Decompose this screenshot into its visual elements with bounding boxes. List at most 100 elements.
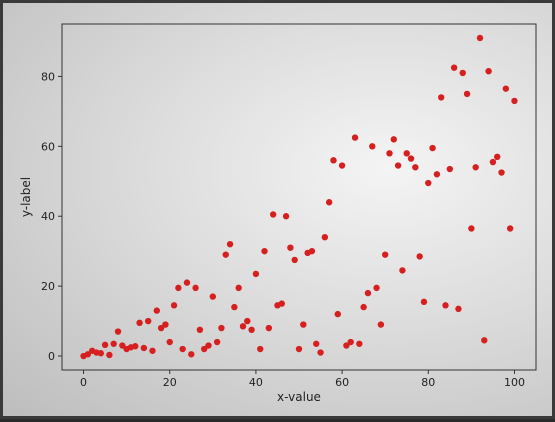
data-point (97, 350, 104, 357)
data-point (373, 284, 380, 292)
x-axis-label: x-value (277, 390, 321, 404)
data-point (183, 279, 191, 286)
data-point (153, 307, 160, 314)
data-point (494, 153, 501, 161)
data-point (347, 338, 354, 346)
data-point (442, 302, 449, 309)
data-point (416, 253, 423, 260)
data-point (511, 97, 518, 105)
data-point (132, 343, 139, 350)
y-tick-label: 60 (41, 140, 55, 153)
data-point (170, 302, 178, 309)
y-tick-label: 0 (48, 350, 55, 363)
data-point (356, 340, 363, 347)
data-point (114, 328, 122, 335)
data-point (390, 136, 397, 143)
data-point (196, 326, 204, 334)
data-point (412, 164, 419, 171)
x-tick-label: 20 (163, 376, 177, 389)
data-point (84, 351, 92, 358)
data-point (317, 349, 324, 356)
axis-ticks: 0 20 40 60 80 100 0 20 40 60 80 (41, 70, 525, 389)
data-point (282, 213, 290, 220)
data-point (485, 67, 492, 75)
data-point (179, 345, 186, 353)
data-point (481, 337, 488, 344)
data-point (313, 340, 320, 347)
data-point (244, 317, 251, 325)
data-point (476, 34, 484, 42)
data-point (308, 247, 316, 255)
data-point (425, 179, 432, 187)
data-point (106, 351, 113, 359)
data-point (386, 150, 393, 157)
data-point (291, 256, 298, 264)
y-tick-label: 20 (41, 280, 55, 293)
data-point (420, 298, 428, 306)
data-point (506, 225, 514, 232)
data-point (157, 324, 165, 332)
data-point (188, 351, 195, 358)
data-point (321, 233, 329, 241)
data-point (231, 303, 238, 311)
x-tick-label: 0 (80, 376, 87, 389)
data-point (381, 251, 389, 258)
data-point (248, 326, 255, 334)
data-point (438, 94, 445, 101)
data-point (364, 289, 372, 297)
data-point (166, 338, 173, 346)
data-point (218, 324, 225, 332)
data-point (502, 85, 510, 92)
data-point (101, 341, 109, 349)
data-point (209, 293, 217, 300)
data-point (269, 211, 277, 218)
data-point (351, 134, 359, 141)
data-point (468, 225, 475, 232)
x-tick-label: 40 (249, 376, 263, 389)
y-tick-label: 80 (41, 70, 55, 83)
data-point (110, 340, 117, 347)
data-point (429, 144, 436, 152)
data-point (278, 300, 285, 307)
data-point (205, 342, 212, 349)
data-point (144, 317, 152, 325)
data-point (140, 344, 148, 352)
data-point (136, 319, 143, 327)
data-point (459, 69, 466, 77)
data-point (192, 284, 199, 292)
x-tick-label: 100 (504, 376, 525, 389)
data-point (334, 310, 341, 318)
x-tick-label: 80 (421, 376, 435, 389)
data-point (325, 199, 333, 206)
data-point (498, 169, 505, 176)
data-point (343, 342, 350, 349)
data-point (201, 345, 208, 353)
data-point (222, 251, 229, 258)
data-point (162, 321, 169, 328)
data-point (252, 270, 260, 278)
data-point (261, 247, 268, 255)
y-tick-label: 40 (41, 210, 55, 223)
data-point (455, 305, 462, 313)
data-point (472, 164, 479, 171)
data-point (287, 244, 294, 251)
data-point (433, 171, 441, 178)
data-point (257, 345, 264, 353)
data-point (403, 150, 410, 157)
data-point (149, 347, 156, 354)
data-point (330, 157, 337, 164)
data-point (489, 158, 497, 166)
data-point (463, 90, 471, 98)
y-axis-label: y-label (19, 177, 33, 217)
data-point (394, 162, 402, 169)
data-point (213, 338, 221, 346)
data-point (360, 303, 367, 311)
x-tick-label: 60 (335, 376, 349, 389)
data-points (80, 34, 518, 360)
data-point (175, 284, 182, 292)
data-point (226, 240, 234, 248)
data-point (119, 342, 126, 349)
data-point (300, 321, 307, 328)
data-point (295, 345, 303, 353)
